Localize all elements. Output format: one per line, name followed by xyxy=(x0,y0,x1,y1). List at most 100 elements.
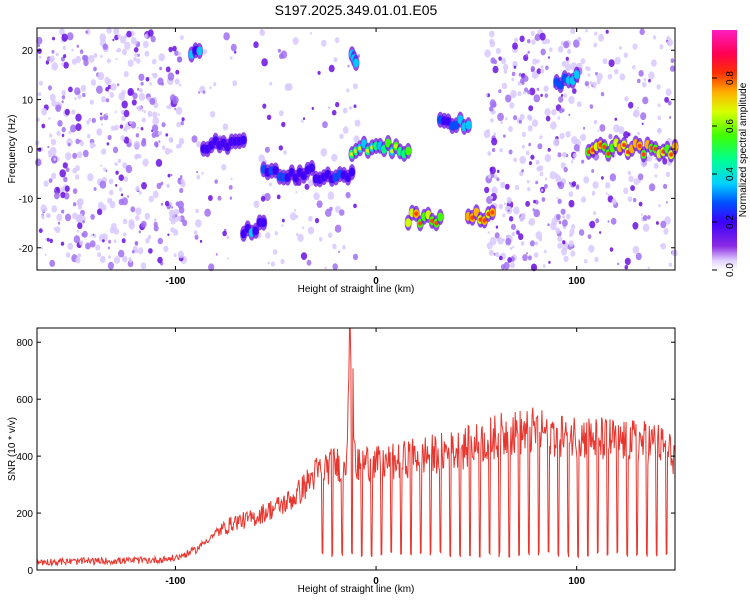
noise-cell xyxy=(201,171,204,175)
noise-cell xyxy=(270,261,275,267)
noise-cell xyxy=(580,58,586,65)
noise-cell xyxy=(157,113,160,116)
noise-cell xyxy=(557,181,565,190)
noise-cell xyxy=(168,46,173,53)
noise-cell xyxy=(328,64,335,73)
noise-cell xyxy=(557,235,563,242)
noise-cell xyxy=(46,237,50,242)
noise-cell xyxy=(530,263,538,272)
noise-cell xyxy=(353,83,358,90)
noise-cell xyxy=(199,239,203,243)
noise-cell xyxy=(338,250,341,253)
noise-cell xyxy=(88,117,92,122)
noise-cell xyxy=(113,228,120,235)
noise-cell xyxy=(517,91,522,97)
noise-cell xyxy=(587,73,591,77)
noise-cell xyxy=(614,117,618,121)
snr-panel: 0 200 400 600 800 -100 0 100 SNR (10 * v/v) He… xyxy=(7,327,676,595)
noise-cell xyxy=(80,84,87,92)
noise-cell xyxy=(61,62,64,66)
noise-cell xyxy=(117,34,121,39)
noise-cell xyxy=(86,120,90,125)
noise-cell xyxy=(533,252,539,258)
noise-cell xyxy=(151,73,154,76)
snr-series-line xyxy=(36,327,676,567)
noise-cell xyxy=(592,181,599,189)
noise-cell xyxy=(542,264,546,268)
noise-cell xyxy=(113,256,121,264)
noise-cell xyxy=(544,183,548,189)
noise-cell xyxy=(110,83,117,91)
noise-cell xyxy=(265,232,271,239)
track-cell xyxy=(308,163,315,173)
noise-cell xyxy=(513,206,520,215)
noise-cell xyxy=(64,108,70,116)
noise-cell xyxy=(167,233,170,236)
snr-x-axis: -100 0 100 xyxy=(165,328,585,587)
noise-cell xyxy=(630,185,635,192)
noise-cell xyxy=(568,240,574,247)
noise-cell xyxy=(140,262,147,270)
noise-cell xyxy=(215,253,218,256)
noise-cell xyxy=(490,195,494,200)
noise-cell xyxy=(164,200,170,207)
noise-cell xyxy=(157,256,163,264)
noise-cell xyxy=(648,71,655,80)
noise-cell xyxy=(572,153,577,158)
noise-cell xyxy=(637,131,640,136)
noise-cell xyxy=(174,107,177,111)
noise-cell xyxy=(541,197,546,202)
noise-cell xyxy=(611,198,617,205)
noise-cell xyxy=(573,144,580,152)
noise-cell xyxy=(490,118,494,123)
noise-cell xyxy=(115,57,118,61)
noise-cell xyxy=(637,78,641,84)
noise-cell xyxy=(106,142,110,146)
noise-cell xyxy=(62,162,68,169)
noise-cell xyxy=(176,56,182,63)
noise-cell xyxy=(529,240,535,247)
noise-cell xyxy=(101,233,108,242)
noise-cell xyxy=(659,44,664,50)
chart-title: S197.2025.349.01.01.E05 xyxy=(275,2,438,18)
noise-cell xyxy=(175,106,183,115)
noise-cell xyxy=(109,91,115,98)
noise-cell xyxy=(198,91,200,94)
noise-cell xyxy=(191,135,198,143)
noise-cell xyxy=(354,119,361,127)
noise-cell xyxy=(226,235,230,239)
noise-cell xyxy=(38,228,43,234)
noise-cell xyxy=(517,81,522,86)
noise-cell xyxy=(180,121,184,126)
noise-cell xyxy=(642,96,649,105)
noise-cell xyxy=(505,94,512,103)
noise-cell xyxy=(314,217,320,224)
y-tick-label: 20 xyxy=(22,46,34,57)
noise-cell xyxy=(284,83,291,91)
noise-cell xyxy=(118,249,125,258)
noise-cell xyxy=(663,183,668,189)
noise-cell xyxy=(77,151,83,159)
noise-cell xyxy=(72,202,77,207)
colorbar-tick-label: 0.4 xyxy=(725,167,736,181)
noise-cell xyxy=(60,241,65,246)
noise-cell xyxy=(667,38,673,47)
noise-cell xyxy=(528,221,532,225)
noise-cell xyxy=(259,29,265,36)
noise-cell xyxy=(52,36,55,41)
noise-cell xyxy=(150,35,156,43)
noise-cell xyxy=(530,30,535,36)
noise-cell xyxy=(654,174,658,178)
noise-cell xyxy=(558,220,562,225)
noise-cell xyxy=(597,129,600,133)
noise-cell xyxy=(599,124,606,132)
track-peak xyxy=(622,142,626,148)
noise-cell xyxy=(42,216,45,220)
noise-cell xyxy=(136,58,141,64)
noise-cell xyxy=(628,101,634,109)
noise-cell xyxy=(145,237,150,244)
noise-cell xyxy=(131,99,137,106)
noise-cell xyxy=(202,49,207,55)
noise-cell xyxy=(504,117,508,121)
noise-cell xyxy=(519,216,524,222)
